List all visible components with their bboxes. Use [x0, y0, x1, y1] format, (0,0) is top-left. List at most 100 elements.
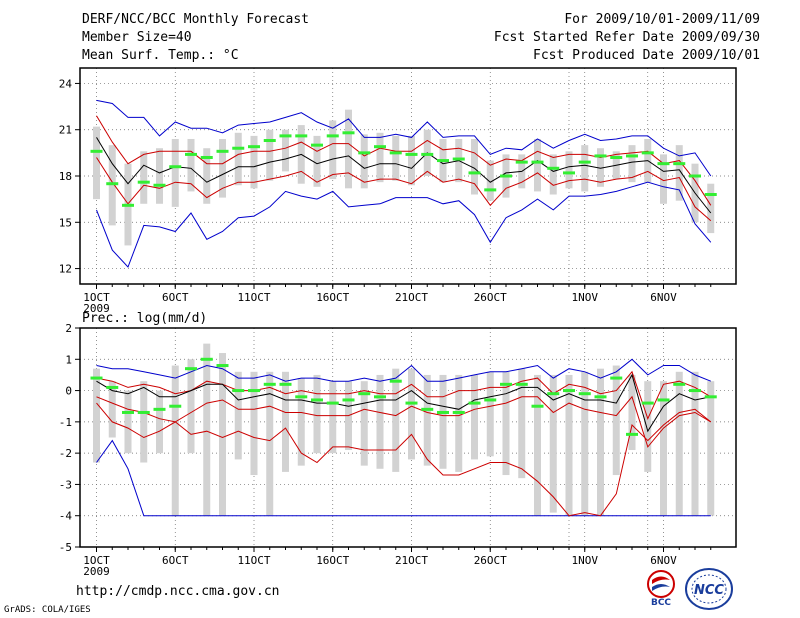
prec-control-mark [263, 382, 276, 386]
temp-line-lower [96, 157, 712, 222]
source-url[interactable]: http://cmdp.ncc.cma.gov.cn [76, 584, 280, 599]
prec-range-box [234, 371, 242, 460]
temp-control-mark [594, 154, 607, 158]
prec-ytick-label: -3 [59, 478, 72, 491]
prec-xtick-label: 26OCT [474, 554, 507, 567]
temp-control-mark [137, 180, 150, 184]
prec-control-mark [515, 382, 528, 386]
chart-title: DERF/NCC/BCC Monthly Forecast [82, 12, 309, 27]
prec-range-box [187, 359, 195, 454]
temp-range-box [203, 148, 211, 204]
temp-range-box [675, 145, 683, 201]
prec-line-min [96, 439, 711, 517]
temp-control-mark [641, 151, 654, 155]
prec-control-mark [468, 401, 481, 405]
temp-control-mark [673, 162, 686, 166]
prec-control-mark [106, 385, 119, 389]
prec-range-box [565, 374, 573, 516]
prec-control-mark [185, 367, 197, 371]
temp-control-mark [279, 134, 292, 138]
prec-control-mark [594, 395, 607, 399]
temp-ytick-label: 24 [59, 77, 73, 90]
prec-control-mark [374, 395, 386, 399]
prec-range-box [455, 374, 463, 472]
prec-range-box [691, 371, 699, 516]
prec-control-mark [358, 392, 371, 396]
prec-range-box [171, 365, 179, 516]
prec-range-box [93, 368, 100, 463]
temp-ytick-label: 12 [59, 263, 72, 276]
prec-control-mark [704, 395, 717, 399]
prec-control-mark [389, 379, 402, 383]
temp-range-box [234, 132, 242, 186]
prec-control-mark [689, 389, 701, 393]
temp-range-box [329, 120, 337, 180]
temp-control-mark [578, 160, 591, 164]
prec-control-mark [531, 404, 544, 408]
temp-control-mark [484, 188, 497, 192]
prec-control-mark [122, 410, 134, 414]
prec-line-lower_tail [96, 402, 712, 517]
prec-title: Prec.: log(mm/d) [82, 311, 207, 326]
temp-control-mark [500, 174, 512, 178]
temp-range-box [376, 132, 384, 183]
prec-range-box [250, 371, 258, 476]
temp-control-mark [216, 149, 229, 153]
prec-range-box [282, 371, 289, 472]
prec-control-mark [200, 357, 213, 361]
temp-range-box [360, 134, 368, 189]
temp-range-box [345, 109, 352, 189]
prec-xtick-label: 16OCT [316, 554, 349, 567]
prec-control-mark [578, 392, 591, 396]
temp-control-mark [232, 146, 245, 150]
temp-line-max [96, 99, 712, 177]
prec-control-mark [232, 389, 245, 393]
prec-control-mark [216, 364, 229, 368]
fcst-started-date: Fcst Started Refer Date 2009/09/30 [493, 30, 760, 45]
prec-range-box [707, 381, 715, 516]
prec-year-label: 2009 [83, 565, 110, 578]
temp-line-upper [96, 115, 712, 206]
prec-range-box [423, 374, 431, 466]
temp-range-box [250, 135, 258, 189]
prec-range-box [644, 381, 652, 472]
prec-control-mark [657, 398, 670, 402]
prec-range-box [329, 381, 337, 454]
prec-range-box [534, 374, 541, 516]
prec-control-mark [484, 398, 497, 402]
prec-control-mark [311, 398, 323, 402]
member-size: Member Size=40 [82, 30, 192, 45]
bcc-logo-text: BCC [651, 598, 671, 607]
temp-control-mark [326, 134, 339, 138]
prec-control-mark [295, 395, 308, 399]
prec-control-mark [137, 410, 150, 414]
temp-range-box [534, 138, 541, 192]
prec-xtick-label: 6OCT [162, 554, 189, 567]
ncc-logo: NCC [685, 568, 733, 610]
prec-range-box [140, 381, 148, 463]
temp-control-mark [389, 151, 402, 155]
prec-range-box [675, 371, 683, 516]
prec-control-mark [326, 401, 339, 405]
prec-control-mark [279, 382, 292, 386]
temp-line-mean [96, 137, 712, 214]
prec-control-mark [641, 401, 654, 405]
prec-range-box [486, 371, 494, 457]
prec-control-mark [248, 389, 260, 393]
prec-range-box [108, 381, 116, 438]
prec-range-box [219, 353, 226, 516]
prec-control-mark [90, 376, 103, 380]
temp-range-box [408, 135, 415, 186]
prec-xtick-label: 11OCT [237, 554, 270, 567]
prec-control-mark [452, 410, 465, 414]
forecast-period: For 2009/10/01-2009/11/09 [564, 12, 760, 27]
temp-xtick-label: 16OCT [316, 291, 349, 304]
temp-control-mark [169, 165, 182, 169]
temp-control-mark [106, 182, 119, 186]
temp-control-mark [547, 166, 560, 170]
variable-label: Mean Surf. Temp.: °C [82, 48, 239, 63]
prec-ytick-label: -1 [59, 416, 72, 429]
bcc-logo: BCC [647, 570, 675, 607]
temp-range-box [266, 129, 274, 181]
prec-range-box [124, 390, 132, 454]
